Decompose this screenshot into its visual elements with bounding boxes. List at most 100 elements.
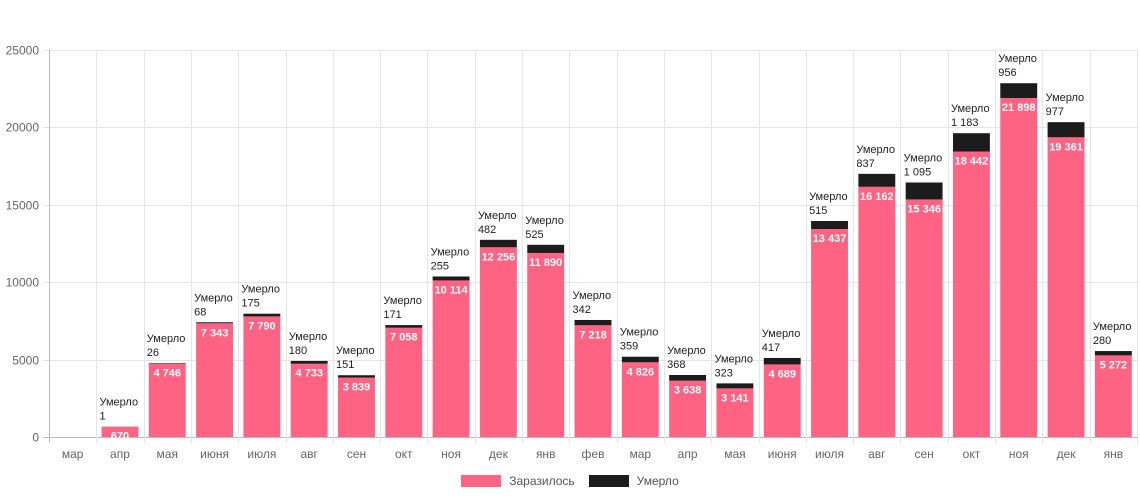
data-label-died: 515 [809,205,827,217]
x-tick-label: дек [489,447,509,461]
bar-infected [290,363,328,437]
y-tick-label: 15000 [6,199,40,213]
x-tick-label: мая [157,447,178,461]
bar-died [858,173,896,187]
bar-infected [763,364,801,437]
bar-died [432,276,470,281]
data-label-infected: 18 442 [955,156,989,168]
data-label-infected: 12 256 [482,251,516,263]
bar-died [716,383,754,389]
x-tick-label: янв [1104,447,1124,461]
bar-died [669,374,707,381]
bar-infected [1047,137,1085,437]
data-label-died-prefix: Умерло [620,327,659,339]
data-label-infected: 15 346 [907,203,941,215]
data-label-died-prefix: Умерло [667,345,706,357]
x-tick-label: июня [200,447,229,461]
data-label-died: 1 183 [951,117,979,129]
data-label-died-prefix: Умерло [100,397,139,409]
y-tick-label: 5000 [12,354,39,368]
x-tick-label: янв [536,447,556,461]
data-label-died: 180 [289,345,307,357]
bar-died [385,325,423,328]
data-label-died: 977 [1046,106,1064,118]
data-label-died: 26 [147,347,159,359]
bar-infected [1000,98,1038,438]
bar-infected [574,325,612,437]
legend-item-infected[interactable]: Заразилось [461,474,575,488]
data-label-infected: 3 141 [721,392,749,404]
data-label-died-prefix: Умерло [289,331,328,343]
y-tick-label: 20000 [6,121,40,135]
bar-infected [905,199,943,437]
bar-infected [196,323,234,437]
data-label-infected: 3 839 [343,382,371,394]
data-label-infected: 5 272 [1100,359,1128,371]
data-label-died-prefix: Умерло [525,215,564,227]
legend-label-infected: Заразилось [509,474,575,488]
data-label-died: 151 [336,359,354,371]
data-label-died-prefix: Умерло [194,292,233,304]
bar-died [574,319,612,326]
data-label-died-prefix: Умерло [856,144,895,156]
stacked-bar-chart: 0 5000 10000 15000 20000 25000 мар апр мая июня ию… [6,44,1138,461]
data-label-died: 368 [667,359,685,371]
bar-died [811,221,848,229]
data-label-infected: 13 437 [813,233,847,245]
data-label-infected: 19 361 [1049,141,1083,153]
bar-died [905,182,943,200]
data-label-died-prefix: Умерло [714,353,753,365]
data-label-died: 417 [762,342,780,354]
data-label-died-prefix: Умерло [998,53,1037,65]
data-label-died: 280 [1093,335,1111,347]
data-label-infected: 4 746 [153,368,181,380]
data-label-infected: 21 898 [1002,102,1036,114]
data-label-died-prefix: Умерло [147,333,186,345]
data-label-died: 255 [431,260,449,272]
bar-died [196,322,234,324]
y-tick-label: 0 [32,431,39,445]
x-tick-label: ноя [1009,447,1029,461]
bar-infected [858,186,896,437]
bar-infected [148,363,186,437]
data-label-infected: 4 733 [295,368,323,380]
data-label-died: 175 [241,298,259,310]
data-label-infected: 7 058 [390,332,418,344]
bar-died [1094,351,1132,356]
data-label-died-prefix: Умерло [1046,92,1085,104]
bar-infected [952,151,990,438]
data-label-died: 837 [856,158,874,170]
data-label-died-prefix: Умерло [478,210,517,222]
data-label-died: 323 [714,367,732,379]
bar-infected [1094,355,1132,437]
bar-died [479,239,517,248]
legend: Заразилось Умерло [0,474,1140,488]
bar-infected [432,280,470,437]
x-tick-label: апр [678,447,698,461]
bar-died [763,357,801,365]
bar-infected [811,228,848,437]
data-label-died: 68 [194,306,206,318]
data-label-infected: 4 826 [627,366,655,378]
data-label-infected: 7 343 [201,327,229,339]
data-label-died: 525 [525,229,543,241]
data-label-infected: 10 114 [435,284,469,296]
data-label-died-prefix: Умерло [573,290,612,302]
bar-died [952,133,990,152]
data-label-infected: 7 790 [248,320,276,332]
x-tick-label: июля [815,447,844,461]
bar-infected [243,316,281,437]
bar-died [621,356,659,363]
bar-infected [385,327,423,437]
data-label-died-prefix: Умерло [1093,321,1132,333]
data-label-infected: 16 162 [860,191,894,203]
data-label-infected: 7 218 [579,329,607,341]
y-tick-label: 10000 [6,276,40,290]
data-label-died-prefix: Умерло [904,152,943,164]
legend-item-died[interactable]: Умерло [588,474,679,488]
x-tick-label: апр [110,447,130,461]
bar-died [338,375,375,378]
data-label-died-prefix: Умерло [809,191,848,203]
x-tick-label: ноя [441,447,461,461]
